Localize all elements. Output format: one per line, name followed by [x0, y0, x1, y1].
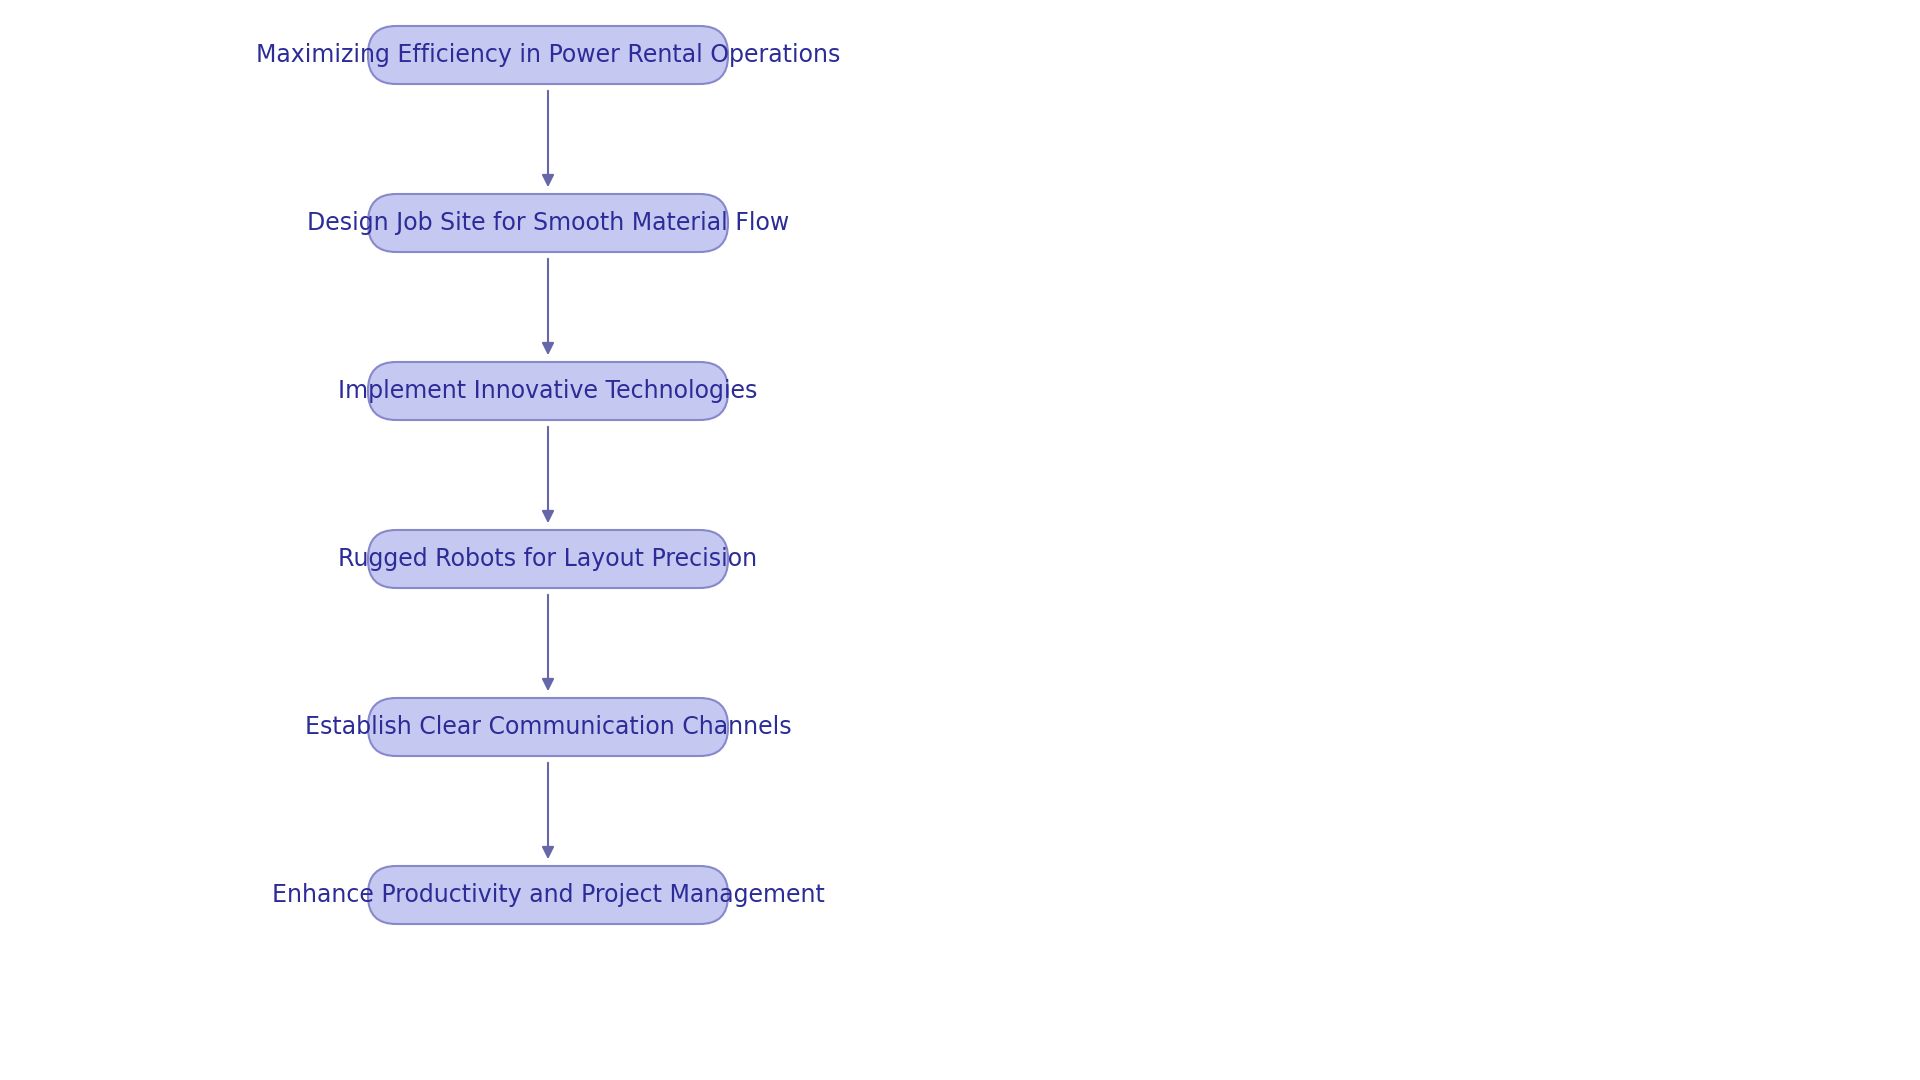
FancyBboxPatch shape	[369, 530, 728, 588]
FancyBboxPatch shape	[369, 698, 728, 756]
Text: Establish Clear Communication Channels: Establish Clear Communication Channels	[305, 715, 791, 739]
Text: Enhance Productivity and Project Management: Enhance Productivity and Project Managem…	[271, 883, 824, 907]
FancyBboxPatch shape	[369, 26, 728, 84]
FancyBboxPatch shape	[369, 362, 728, 420]
FancyBboxPatch shape	[369, 194, 728, 252]
Text: Implement Innovative Technologies: Implement Innovative Technologies	[338, 379, 758, 403]
FancyBboxPatch shape	[369, 866, 728, 924]
Text: Design Job Site for Smooth Material Flow: Design Job Site for Smooth Material Flow	[307, 211, 789, 235]
Text: Rugged Robots for Layout Precision: Rugged Robots for Layout Precision	[338, 546, 758, 571]
Text: Maximizing Efficiency in Power Rental Operations: Maximizing Efficiency in Power Rental Op…	[255, 43, 841, 67]
